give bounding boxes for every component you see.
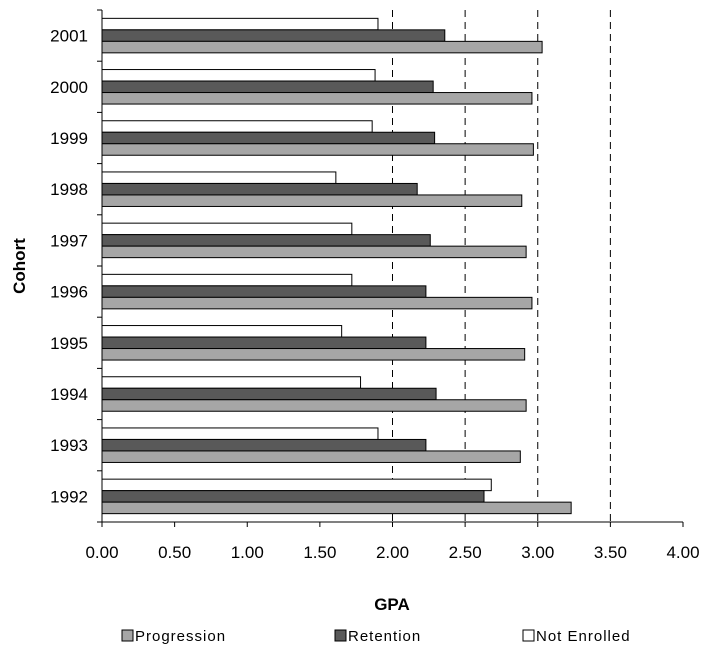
y-tick-label: 2001 bbox=[50, 27, 88, 46]
legend-swatch-not-enrolled bbox=[522, 629, 535, 642]
x-tick-label: 4.00 bbox=[666, 543, 699, 562]
bar-not-enrolled-1992 bbox=[101, 478, 492, 492]
bar-not-enrolled-2001 bbox=[101, 17, 379, 31]
bar-progression-1997 bbox=[101, 245, 527, 259]
bar-not-enrolled-1998 bbox=[101, 171, 337, 184]
y-tick-label: 1995 bbox=[50, 334, 88, 353]
y-tick-label: 1993 bbox=[50, 436, 88, 455]
bar-not-enrolled-1996 bbox=[101, 273, 353, 287]
bar-retention-1997 bbox=[101, 234, 431, 247]
bar-progression-2001 bbox=[101, 40, 543, 54]
bar-not-enrolled-1993 bbox=[101, 427, 379, 440]
y-tick-label: 1996 bbox=[50, 283, 88, 302]
bar-progression-1998 bbox=[101, 194, 523, 207]
x-tick-label: 0.50 bbox=[158, 543, 191, 562]
legend-swatch-retention bbox=[334, 629, 347, 642]
bar-retention-1999 bbox=[101, 131, 436, 145]
tick-labels: 1992 1993 1994 1995 1996 1997 1998 1999 2000 2001… bbox=[50, 27, 699, 562]
bar-retention-2000 bbox=[101, 80, 434, 94]
bar-not-enrolled-2000 bbox=[101, 69, 376, 82]
bars bbox=[101, 17, 572, 515]
legend: Progression Retention Not Enrolled bbox=[121, 628, 631, 645]
bar-not-enrolled-1995 bbox=[101, 325, 343, 338]
y-axis-title: Cohort bbox=[10, 238, 29, 294]
y-tick-label: 2000 bbox=[50, 78, 88, 97]
bar-not-enrolled-1997 bbox=[101, 222, 353, 236]
bar-retention-1995 bbox=[101, 336, 427, 350]
x-tick-label: 2.00 bbox=[376, 543, 409, 562]
bar-progression-1994 bbox=[101, 399, 527, 412]
bar-retention-1994 bbox=[101, 387, 437, 401]
legend-label-not-enrolled: Not Enrolled bbox=[536, 628, 631, 645]
x-tick-label: 1.00 bbox=[231, 543, 264, 562]
x-tick-label: 1.50 bbox=[303, 543, 336, 562]
bar-not-enrolled-1999 bbox=[101, 120, 373, 133]
y-tick-label: 1998 bbox=[50, 180, 88, 199]
legend-swatch-progression bbox=[121, 629, 134, 642]
legend-label-retention: Retention bbox=[348, 628, 421, 645]
y-tick-label: 1999 bbox=[50, 129, 88, 148]
y-tick-label: 1994 bbox=[50, 385, 88, 404]
y-tick-label: 1997 bbox=[50, 231, 88, 250]
bar-progression-1992 bbox=[101, 501, 572, 515]
x-tick-label: 3.50 bbox=[594, 543, 627, 562]
bar-retention-1993 bbox=[101, 438, 427, 452]
bar-progression-2000 bbox=[101, 92, 533, 105]
x-tick-label: 0.00 bbox=[85, 543, 118, 562]
bar-progression-1996 bbox=[101, 296, 533, 310]
bar-progression-1993 bbox=[101, 450, 521, 463]
bar-not-enrolled-1994 bbox=[101, 376, 362, 389]
bar-retention-1992 bbox=[101, 490, 485, 503]
bar-retention-1996 bbox=[101, 285, 427, 298]
bar-retention-2001 bbox=[101, 29, 446, 42]
x-tick-label: 3.00 bbox=[521, 543, 554, 562]
legend-label-progression: Progression bbox=[135, 628, 226, 645]
x-tick-label: 2.50 bbox=[449, 543, 482, 562]
x-axis-title: GPA bbox=[374, 595, 410, 614]
bar-progression-1999 bbox=[101, 143, 534, 156]
bar-progression-1995 bbox=[101, 348, 526, 361]
axes bbox=[97, 9, 684, 527]
y-tick-label: 1992 bbox=[50, 487, 88, 506]
bar-retention-1998 bbox=[101, 182, 418, 196]
